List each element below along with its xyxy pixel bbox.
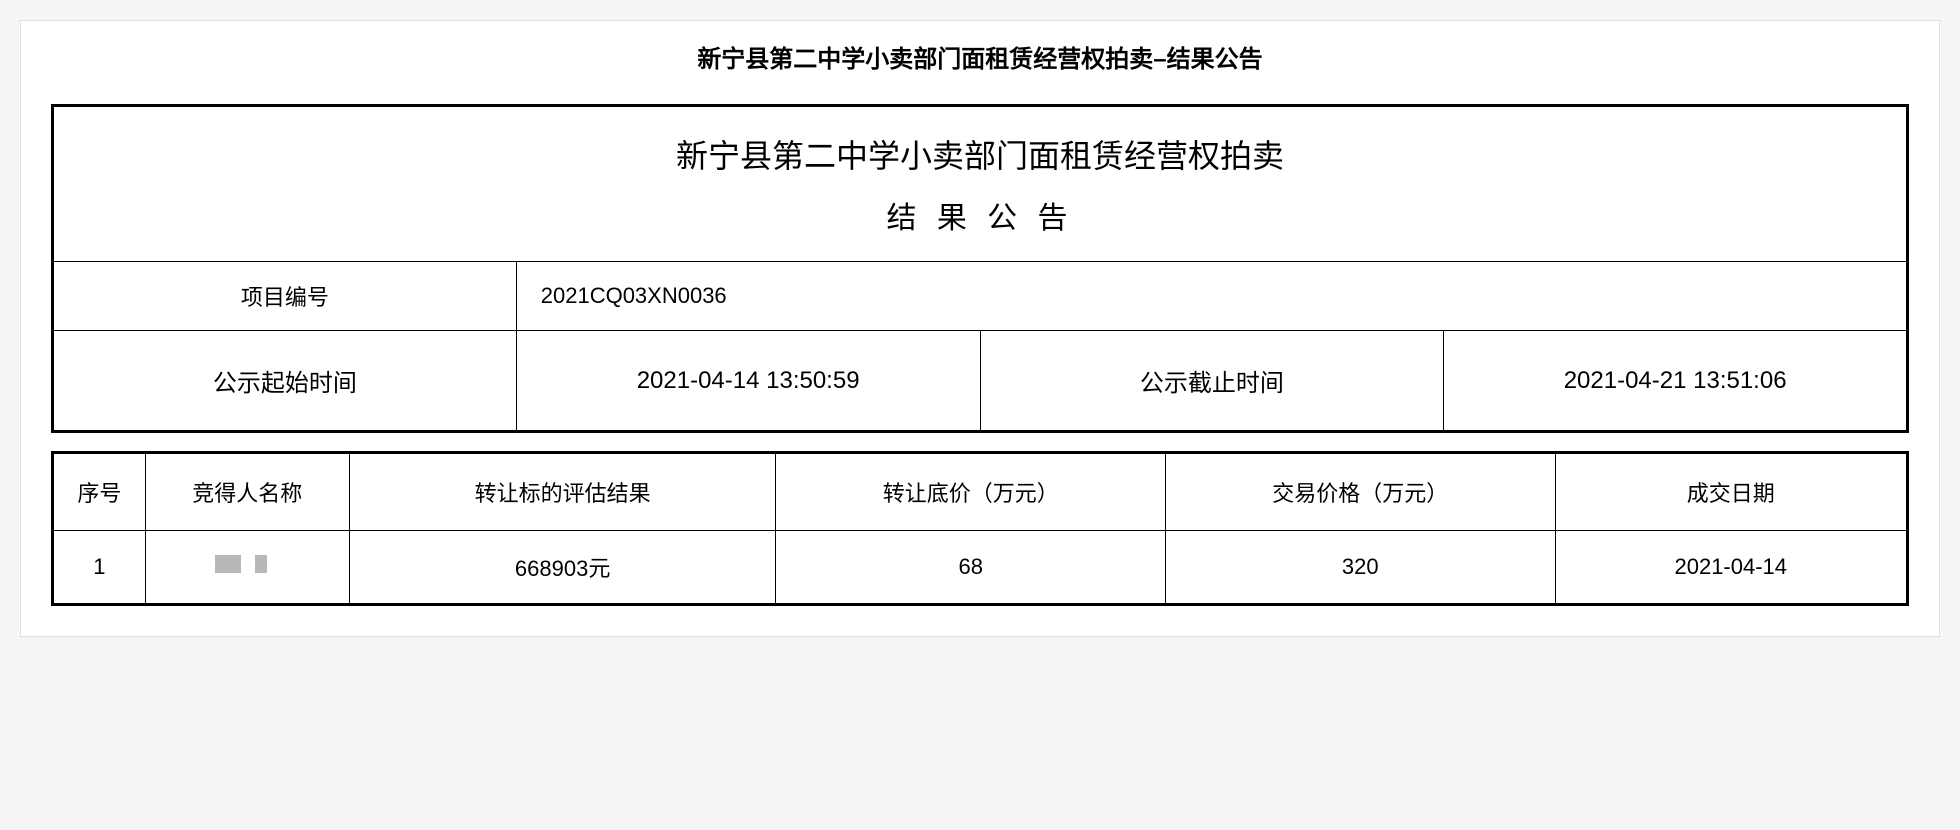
table-row: 1 668903元 68 320 2021-04-14 [53,531,1908,605]
col-reserve: 转让底价（万元） [776,453,1166,531]
announcement-header-row: 新宁县第二中学小卖部门面租赁经营权拍卖 结 果 公 告 [53,106,1908,262]
results-table: 序号 竞得人名称 转让标的评估结果 转让底价（万元） 交易价格（万元） 成交日期… [51,451,1909,606]
cell-date: 2021-04-14 [1555,531,1907,605]
cell-seq: 1 [53,531,146,605]
page-title: 新宁县第二中学小卖部门面租赁经营权拍卖–结果公告 [21,21,1939,104]
content-wrapper: 新宁县第二中学小卖部门面租赁经营权拍卖 结 果 公 告 项目编号 2021CQ0… [21,104,1939,636]
project-number-value: 2021CQ03XN0036 [516,262,1907,331]
document-card: 新宁县第二中学小卖部门面租赁经营权拍卖–结果公告 新宁县第二中学小卖部门面租赁经… [20,20,1940,637]
col-seq: 序号 [53,453,146,531]
redacted-name [207,553,287,575]
announcement-header-cell: 新宁县第二中学小卖部门面租赁经营权拍卖 结 果 公 告 [53,106,1908,262]
cell-price: 320 [1165,531,1555,605]
publicity-time-row: 公示起始时间 2021-04-14 13:50:59 公示截止时间 2021-0… [53,331,1908,432]
publicity-start-value: 2021-04-14 13:50:59 [516,331,980,432]
announcement-table: 新宁县第二中学小卖部门面租赁经营权拍卖 结 果 公 告 项目编号 2021CQ0… [51,104,1909,433]
col-evaluation: 转让标的评估结果 [349,453,776,531]
announcement-title: 新宁县第二中学小卖部门面租赁经营权拍卖 [78,131,1882,177]
project-number-label: 项目编号 [53,262,517,331]
cell-reserve: 68 [776,531,1166,605]
publicity-start-label: 公示起始时间 [53,331,517,432]
publicity-end-label: 公示截止时间 [980,331,1444,432]
cell-bidder [145,531,349,605]
project-number-row: 项目编号 2021CQ03XN0036 [53,262,1908,331]
cell-evaluation: 668903元 [349,531,776,605]
publicity-end-value: 2021-04-21 13:51:06 [1444,331,1908,432]
col-price: 交易价格（万元） [1165,453,1555,531]
results-header-row: 序号 竞得人名称 转让标的评估结果 转让底价（万元） 交易价格（万元） 成交日期 [53,453,1908,531]
col-date: 成交日期 [1555,453,1907,531]
announcement-subtitle: 结 果 公 告 [78,193,1882,237]
col-bidder: 竞得人名称 [145,453,349,531]
